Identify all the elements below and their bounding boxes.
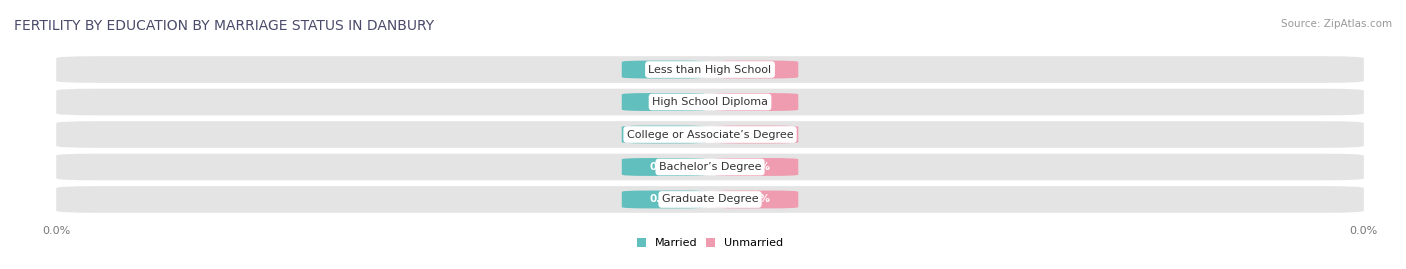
FancyBboxPatch shape: [713, 190, 799, 208]
FancyBboxPatch shape: [713, 61, 799, 79]
Text: 0.0%: 0.0%: [650, 65, 679, 75]
Text: 0.0%: 0.0%: [741, 97, 770, 107]
FancyBboxPatch shape: [713, 126, 799, 143]
FancyBboxPatch shape: [621, 158, 707, 176]
Text: 0.0%: 0.0%: [650, 97, 679, 107]
Legend: Married, Unmarried: Married, Unmarried: [633, 234, 787, 253]
Text: 0.0%: 0.0%: [650, 162, 679, 172]
FancyBboxPatch shape: [56, 56, 1364, 83]
FancyBboxPatch shape: [56, 89, 1364, 115]
Text: 0.0%: 0.0%: [650, 194, 679, 204]
Text: FERTILITY BY EDUCATION BY MARRIAGE STATUS IN DANBURY: FERTILITY BY EDUCATION BY MARRIAGE STATU…: [14, 19, 434, 33]
FancyBboxPatch shape: [56, 121, 1364, 148]
FancyBboxPatch shape: [621, 93, 707, 111]
FancyBboxPatch shape: [56, 186, 1364, 213]
FancyBboxPatch shape: [621, 190, 707, 208]
Text: College or Associate’s Degree: College or Associate’s Degree: [627, 129, 793, 140]
Text: 0.0%: 0.0%: [650, 129, 679, 140]
FancyBboxPatch shape: [621, 126, 707, 143]
Text: 0.0%: 0.0%: [741, 65, 770, 75]
FancyBboxPatch shape: [713, 158, 799, 176]
Text: Source: ZipAtlas.com: Source: ZipAtlas.com: [1281, 19, 1392, 29]
Text: Graduate Degree: Graduate Degree: [662, 194, 758, 204]
Text: High School Diploma: High School Diploma: [652, 97, 768, 107]
Text: Less than High School: Less than High School: [648, 65, 772, 75]
FancyBboxPatch shape: [56, 154, 1364, 180]
Text: 0.0%: 0.0%: [741, 194, 770, 204]
FancyBboxPatch shape: [621, 61, 707, 79]
Text: 0.0%: 0.0%: [741, 162, 770, 172]
Text: Bachelor’s Degree: Bachelor’s Degree: [659, 162, 761, 172]
FancyBboxPatch shape: [713, 93, 799, 111]
Text: 0.0%: 0.0%: [741, 129, 770, 140]
